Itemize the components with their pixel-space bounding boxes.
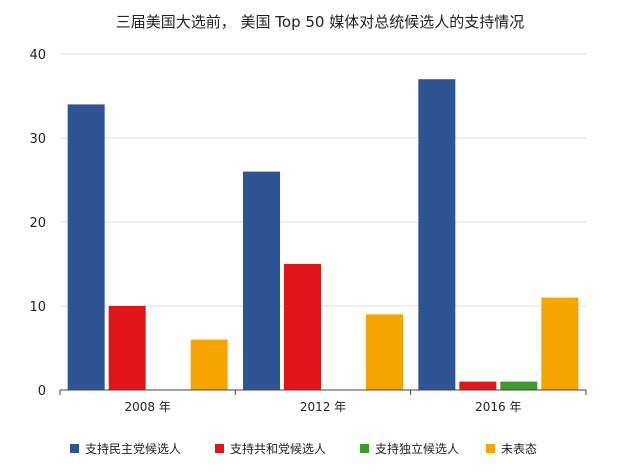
x-category-label: 2012 年	[300, 400, 346, 414]
bar	[500, 381, 538, 390]
y-tick-label: 40	[29, 48, 46, 63]
legend-label: 支持共和党候选人	[230, 441, 326, 456]
bar	[284, 264, 321, 390]
legend-swatch	[70, 444, 79, 453]
bar	[108, 306, 146, 390]
legend-label: 支持独立候选人	[375, 441, 459, 456]
grid-lines	[60, 53, 586, 307]
bar	[459, 381, 497, 390]
legend-swatch	[215, 444, 224, 453]
bar	[366, 314, 403, 390]
y-axis-ticks: 0 10 20 30 40	[29, 48, 46, 399]
bar	[67, 104, 105, 391]
y-tick-label: 10	[29, 300, 46, 315]
legend-swatch	[486, 444, 495, 453]
bar	[418, 79, 456, 390]
legend-label: 未表态	[501, 442, 537, 456]
legend-label: 支持民主党候选人	[85, 441, 181, 456]
y-tick-label: 20	[29, 216, 46, 231]
x-axis-categories: 2008 年 2012 年 2016 年	[59, 390, 587, 414]
chart-title: 三届美国大选前， 美国 Top 50 媒体对总统候选人的支持情况	[116, 13, 524, 31]
bar	[190, 339, 228, 390]
x-category-label: 2008 年	[124, 400, 170, 414]
bar	[243, 171, 280, 390]
bars	[67, 79, 579, 391]
y-tick-label: 30	[29, 132, 46, 147]
legend: 支持民主党候选人 支持共和党候选人 支持独立候选人 未表态	[70, 441, 537, 456]
bar	[541, 297, 579, 390]
legend-swatch	[360, 444, 369, 453]
y-tick-label: 0	[38, 384, 46, 399]
x-category-label: 2016 年	[475, 400, 521, 414]
